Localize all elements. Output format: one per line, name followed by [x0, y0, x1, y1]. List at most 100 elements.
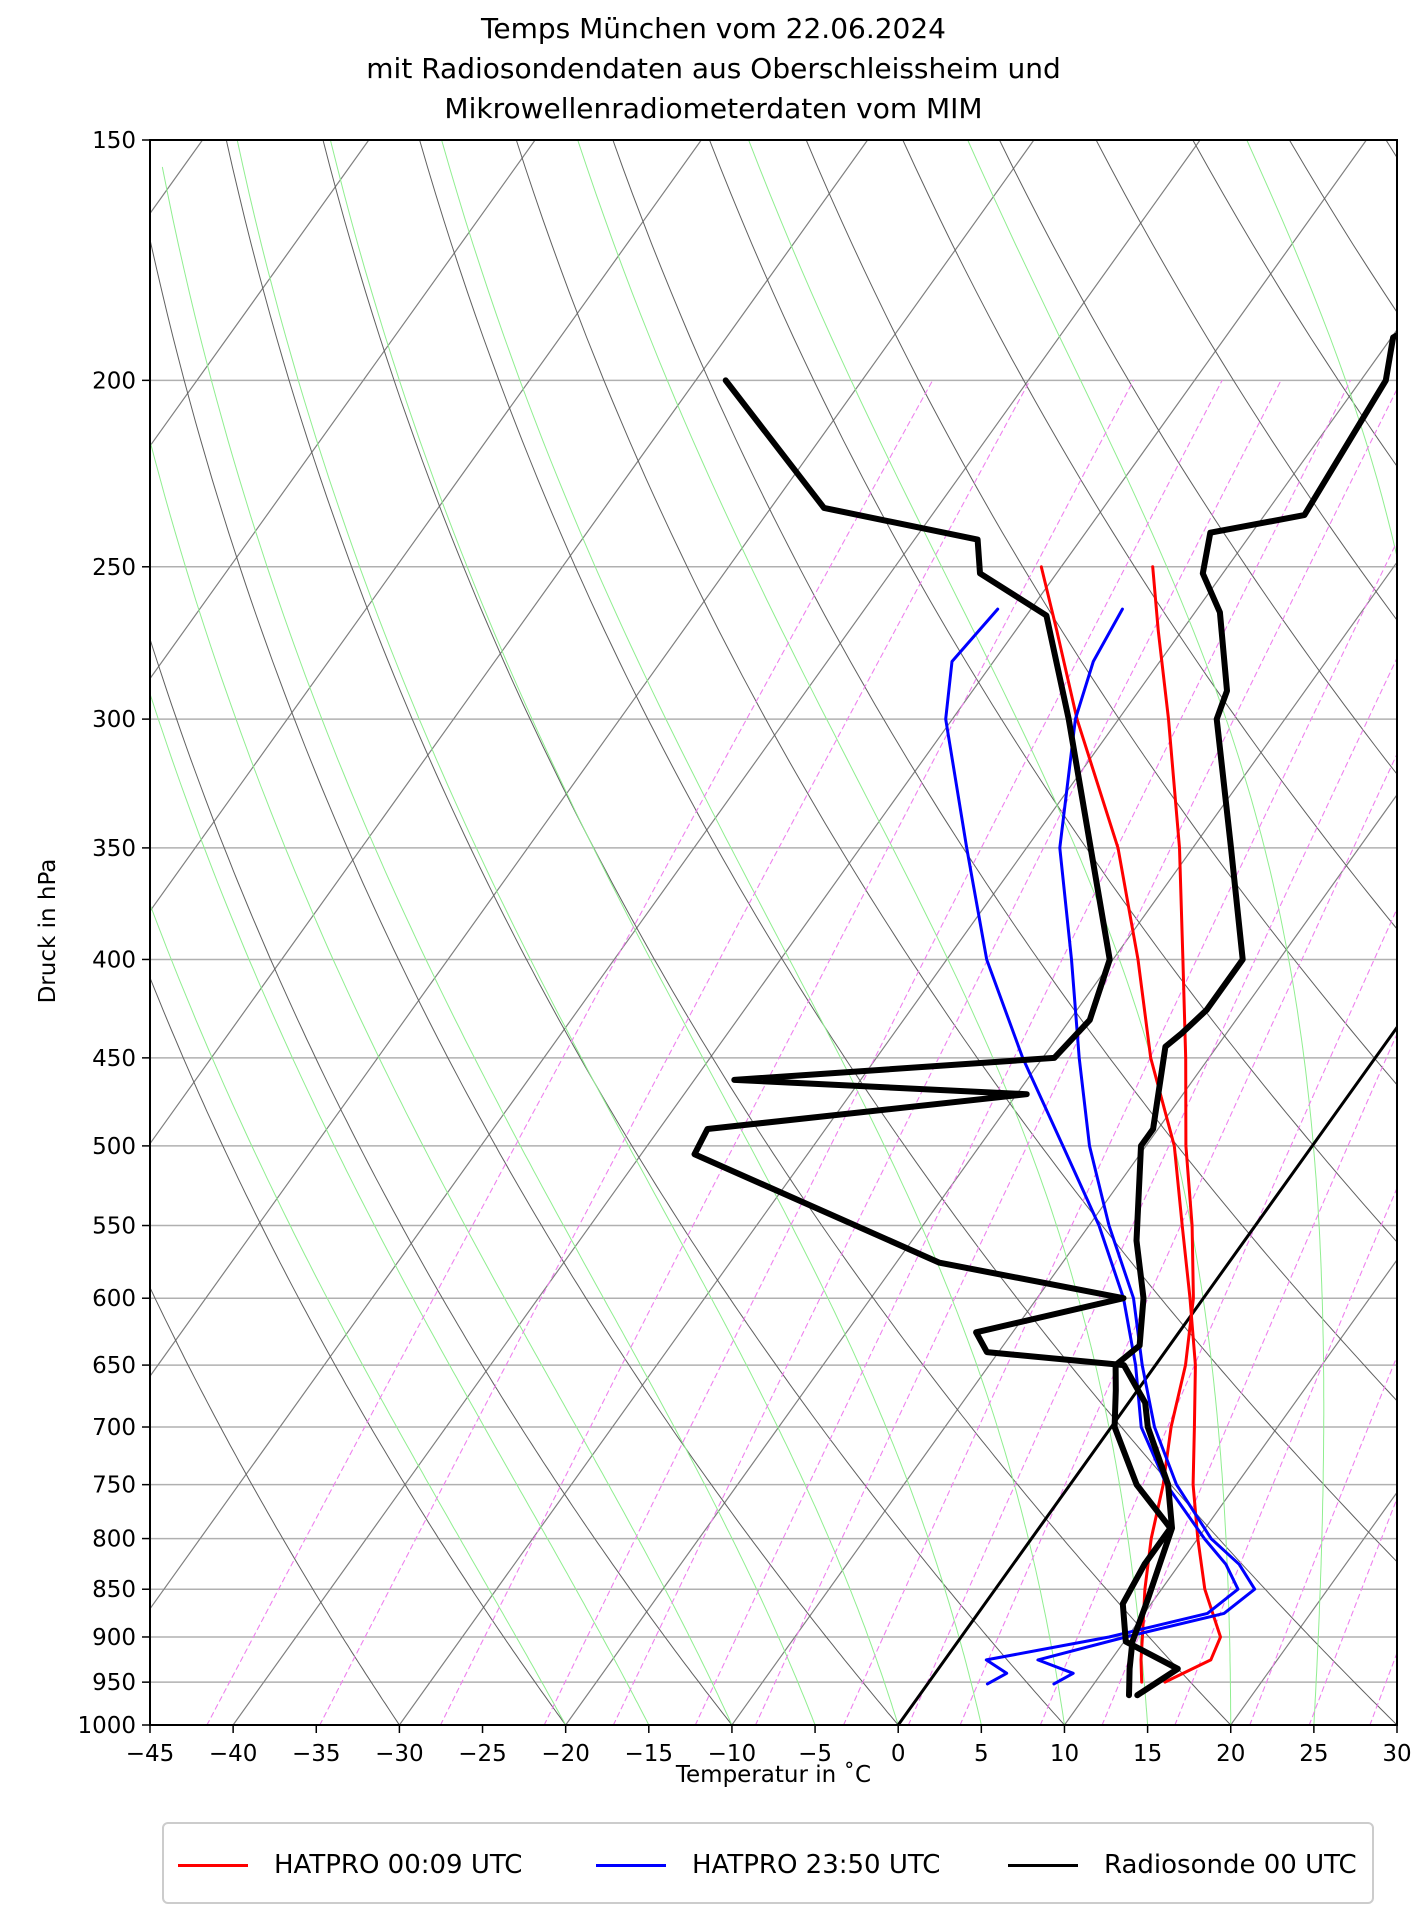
- y-tick-label: 600: [92, 1286, 136, 1312]
- chart-title-line-2: mit Radiosondendaten aus Oberschleisshei…: [366, 52, 1061, 85]
- mixing-ratio-line: [1249, 1355, 1397, 1725]
- isotherm-line: [1396, 1723, 1397, 1725]
- dry-adiabat-line: [150, 1286, 400, 1725]
- background-lines: [150, 140, 1427, 1725]
- mixing-ratio-line: [206, 379, 934, 1725]
- x-tick-label: 5: [974, 1741, 989, 1767]
- mixing-ratio-line: [959, 752, 1397, 1725]
- dry-adiabat-line: [150, 637, 733, 1725]
- dry-adiabat-line: [709, 140, 1397, 1243]
- y-tick-label: 800: [92, 1527, 136, 1553]
- dry-adiabat-line: [150, 976, 567, 1725]
- dry-adiabat-line: [1385, 140, 1397, 159]
- moist-adiabat-line: [967, 140, 1325, 1725]
- plot-frame: [149, 139, 1398, 1726]
- y-tick-label: 350: [92, 836, 136, 862]
- x-tick-label: −35: [292, 1741, 341, 1767]
- x-tick-label: 10: [1050, 1741, 1079, 1767]
- dry-adiabat-line: [419, 140, 1397, 1725]
- moist-adiabat-line: [150, 439, 733, 1725]
- chart-title-line-3: Mikrowellenradiometerdaten vom MIM: [444, 92, 983, 125]
- x-tick-label: −5: [798, 1741, 832, 1767]
- chart-title-line-1: Temps München vom 22.06.2024: [481, 12, 946, 45]
- mixing-ratio-line: [1308, 1497, 1397, 1725]
- legend: HATPRO 00:09 UTC HATPRO 23:50 UTC Radios…: [162, 1822, 1374, 1904]
- isotherm-line: [398, 328, 1397, 1725]
- mixing-ratio-line: [1174, 1186, 1397, 1725]
- x-tick-label: 0: [891, 1741, 906, 1767]
- moist-adiabat-line: [577, 140, 1149, 1725]
- profile-line-temperature: [1039, 565, 1222, 1684]
- x-tick-label: −20: [541, 1741, 590, 1767]
- dry-adiabat-line: [612, 140, 1397, 1402]
- x-tick-label: 30: [1382, 1741, 1411, 1767]
- moist-adiabat-line: [236, 140, 899, 1725]
- zero-degree-isotherm: [896, 1024, 1397, 1725]
- x-tick-label: −40: [209, 1741, 258, 1767]
- legend-swatch-blue: [596, 1863, 666, 1867]
- dry-adiabat-line: [1095, 140, 1397, 621]
- y-tick-label: 750: [92, 1473, 136, 1499]
- mixing-ratio-line: [843, 540, 1397, 1725]
- x-tick-label: 20: [1216, 1741, 1245, 1767]
- dry-adiabat-line: [515, 140, 1397, 1563]
- isotherm-line: [731, 793, 1397, 1725]
- dry-adiabat-line: [1192, 140, 1397, 468]
- mixing-ratio-line: [1101, 1032, 1397, 1725]
- legend-entry-hatpro-0009: HATPRO 00:09 UTC: [178, 1848, 522, 1882]
- x-tick-label: 25: [1299, 1741, 1328, 1767]
- isotherm-line: [150, 140, 702, 913]
- x-tick-label: −15: [625, 1741, 674, 1767]
- isotherm-line: [150, 140, 1201, 1610]
- mixing-ratio-line: [907, 656, 1397, 1725]
- dry-adiabat-line: [225, 140, 1065, 1725]
- mixing-ratio-line: [319, 379, 1031, 1725]
- y-tick-label: 450: [92, 1046, 136, 1072]
- y-tick-label: 550: [92, 1214, 136, 1240]
- y-tick-label: 250: [92, 555, 136, 581]
- y-tick-label: 900: [92, 1625, 136, 1651]
- y-tick-label: 400: [92, 947, 136, 973]
- mixing-ratio-line: [1039, 907, 1397, 1725]
- isotherm-line: [150, 140, 869, 1145]
- moist-adiabat-line: [329, 140, 982, 1725]
- dry-adiabat-line: [902, 140, 1397, 930]
- y-tick-label: 500: [92, 1134, 136, 1160]
- dry-adiabat-line: [999, 140, 1397, 775]
- isotherm-line: [565, 561, 1397, 1725]
- moist-adiabat-line: [161, 166, 816, 1725]
- mixing-ratio-line: [439, 379, 1135, 1725]
- y-tick-label: 150: [92, 128, 136, 154]
- profile-line-dewpoint: [1036, 607, 1257, 1686]
- legend-label: Radiosonde 00 UTC: [1104, 1850, 1357, 1880]
- isotherm-line: [232, 140, 1367, 1725]
- x-tick-label: −45: [126, 1741, 175, 1767]
- legend-entry-radiosonde: Radiosonde 00 UTC: [1008, 1848, 1357, 1882]
- mixing-ratio-line: [694, 379, 1352, 1725]
- moist-adiabat-line: [748, 140, 1232, 1725]
- mixing-ratio-line: [1420, 380, 1427, 1725]
- moist-adiabat-line: [150, 903, 567, 1725]
- isotherm-line: [150, 140, 1035, 1378]
- y-tick-label: 200: [92, 368, 136, 394]
- dry-adiabat-line: [1288, 140, 1397, 314]
- dry-adiabat-line: [805, 140, 1397, 1086]
- legend-swatch-black: [1008, 1863, 1078, 1867]
- x-tick-label: −30: [375, 1741, 424, 1767]
- legend-label: HATPRO 23:50 UTC: [692, 1850, 941, 1880]
- x-tick-label: −10: [708, 1741, 757, 1767]
- y-tick-label: 850: [92, 1577, 136, 1603]
- y-tick-label: 1000: [77, 1713, 136, 1739]
- dry-adiabat-line: [322, 140, 1232, 1725]
- moist-adiabat-line: [441, 140, 1065, 1725]
- y-tick-label: 650: [92, 1353, 136, 1379]
- dry-adiabat-line: [150, 237, 899, 1725]
- y-tick-label: 700: [92, 1415, 136, 1441]
- legend-entry-hatpro-2350: HATPRO 23:50 UTC: [596, 1848, 940, 1882]
- isotherm-line: [1063, 1258, 1397, 1725]
- y-tick-label: 950: [92, 1670, 136, 1696]
- x-tick-label: −25: [458, 1741, 507, 1767]
- x-tick-label: 15: [1133, 1741, 1162, 1767]
- moist-adiabat-line: [150, 692, 650, 1725]
